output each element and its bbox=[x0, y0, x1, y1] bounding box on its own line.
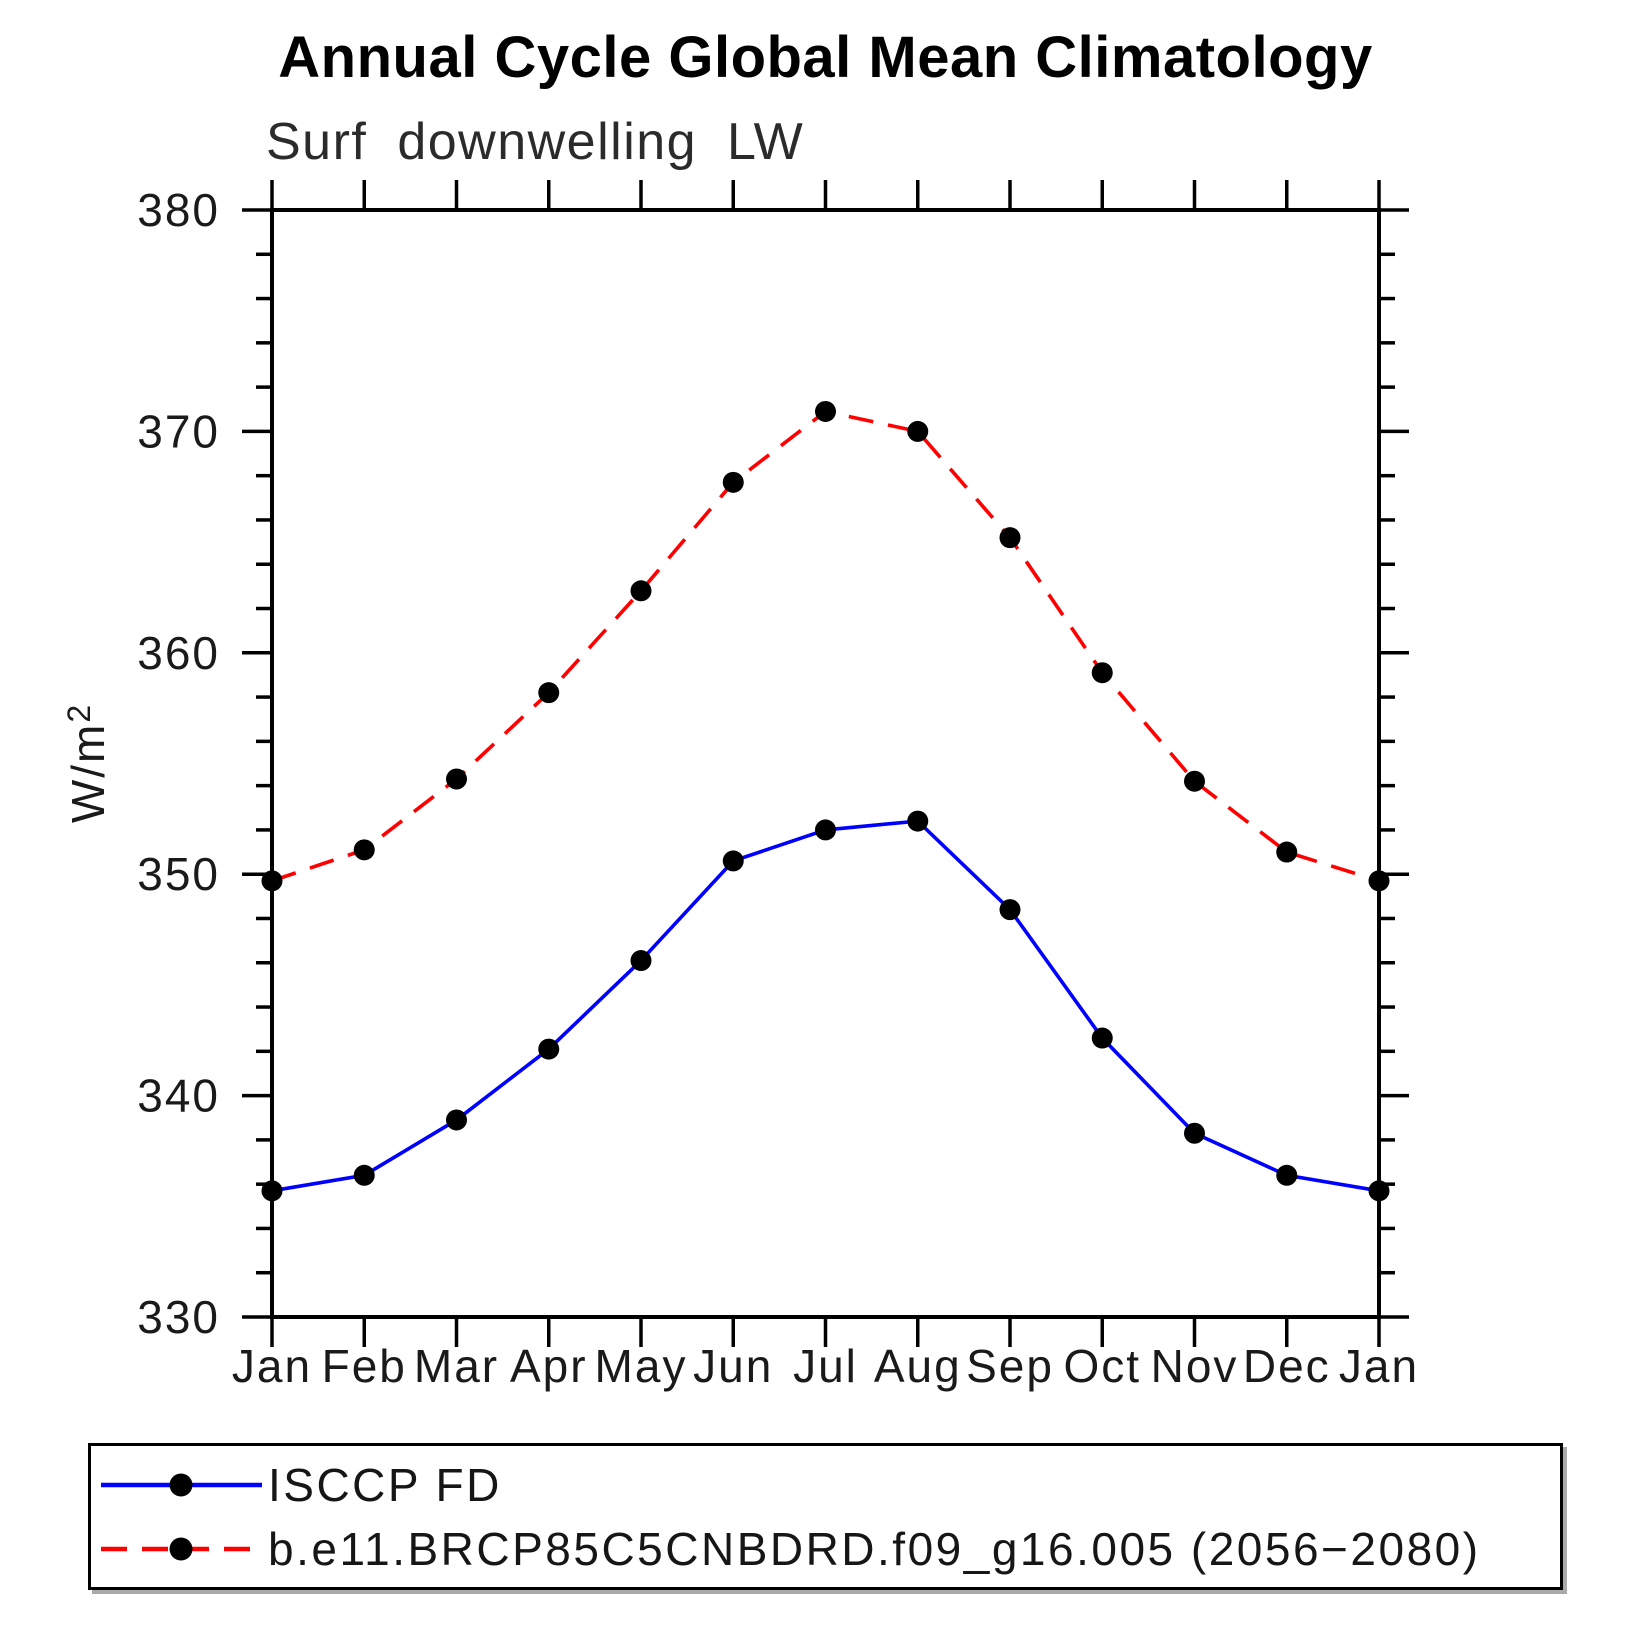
x-tick-label: Aug bbox=[874, 1340, 962, 1392]
legend-item-isccp-fd: ISCCP FD bbox=[99, 1458, 1560, 1511]
x-tick-label: Nov bbox=[1151, 1340, 1239, 1392]
data-point-marker bbox=[815, 819, 836, 841]
data-point-marker bbox=[538, 1038, 560, 1060]
axis-ticks bbox=[242, 180, 1409, 1347]
y-tick-label: 380 bbox=[137, 184, 220, 236]
x-tick-label: Feb bbox=[322, 1340, 407, 1392]
data-point-marker bbox=[907, 420, 929, 442]
series-line bbox=[271, 819, 1380, 1193]
data-point-marker bbox=[1276, 1164, 1298, 1186]
data-point-marker bbox=[630, 580, 652, 602]
legend-box: ISCCP FD b.e11.BRCP85C5CNBDRD.f09_g16.00… bbox=[88, 1443, 1563, 1590]
x-tick-label: Jun bbox=[693, 1340, 773, 1392]
chart-subtitle: Surf downwelling LW bbox=[266, 113, 805, 171]
legend-label-model-run: b.e11.BRCP85C5CNBDRD.f09_g16.005 (2056−2… bbox=[268, 1522, 1481, 1575]
series-isccp-fd bbox=[261, 810, 1390, 1202]
plot-frame bbox=[270, 208, 1381, 1319]
data-point-marker bbox=[1184, 770, 1205, 792]
x-tick-label: Dec bbox=[1243, 1340, 1331, 1392]
data-point-marker bbox=[722, 850, 744, 872]
y-axis-tick-labels: 330 340 350 360 370 380 bbox=[137, 184, 220, 1343]
data-point-marker bbox=[907, 810, 929, 832]
y-tick-label: 330 bbox=[137, 1291, 220, 1343]
data-point-marker bbox=[815, 400, 836, 422]
data-point-marker bbox=[999, 527, 1021, 549]
x-tick-label: May bbox=[595, 1340, 688, 1392]
legend-item-model-run: b.e11.BRCP85C5CNBDRD.f09_g16.005 (2056−2… bbox=[99, 1522, 1560, 1575]
legend-key-dashed-line-icon bbox=[101, 1537, 262, 1560]
data-point-marker bbox=[261, 1180, 283, 1202]
y-tick-label: 350 bbox=[137, 848, 220, 900]
legend-label-isccp-fd: ISCCP FD bbox=[268, 1458, 502, 1511]
y-tick-label: 360 bbox=[137, 627, 220, 679]
data-point-marker bbox=[722, 471, 744, 493]
data-point-marker bbox=[538, 682, 560, 704]
x-tick-label: Apr bbox=[510, 1340, 588, 1392]
data-point-marker bbox=[353, 839, 375, 861]
x-tick-label: Jul bbox=[793, 1340, 858, 1392]
legend-key-solid-line-icon bbox=[101, 1473, 262, 1496]
data-point-marker bbox=[1368, 1180, 1390, 1202]
data-point-marker bbox=[446, 768, 467, 790]
data-point-marker bbox=[1091, 662, 1113, 684]
y-tick-label: 370 bbox=[137, 405, 220, 457]
x-tick-label: Jan bbox=[232, 1340, 312, 1392]
data-point-marker bbox=[1276, 841, 1298, 863]
data-point-marker bbox=[261, 870, 283, 892]
data-point-marker bbox=[353, 1164, 375, 1186]
data-point-marker bbox=[1368, 870, 1390, 892]
data-point-marker bbox=[446, 1109, 467, 1131]
series-line bbox=[271, 409, 1380, 883]
x-tick-label: Jan bbox=[1339, 1340, 1419, 1392]
data-point-marker bbox=[999, 899, 1021, 921]
data-point-marker bbox=[1091, 1027, 1113, 1049]
x-tick-label: Oct bbox=[1063, 1340, 1141, 1392]
y-tick-label: 340 bbox=[137, 1070, 220, 1122]
x-axis-tick-labels: Jan Feb Mar Apr May Jun Jul Aug Sep Oct Nov Dec Jan bbox=[232, 1340, 1419, 1392]
series-model-run bbox=[261, 400, 1390, 892]
x-tick-label: Sep bbox=[966, 1340, 1054, 1392]
data-point-marker bbox=[1184, 1122, 1205, 1144]
data-point-marker bbox=[630, 950, 652, 972]
x-tick-label: Mar bbox=[414, 1340, 499, 1392]
chart-title: Annual Cycle Global Mean Climatology bbox=[278, 25, 1373, 90]
